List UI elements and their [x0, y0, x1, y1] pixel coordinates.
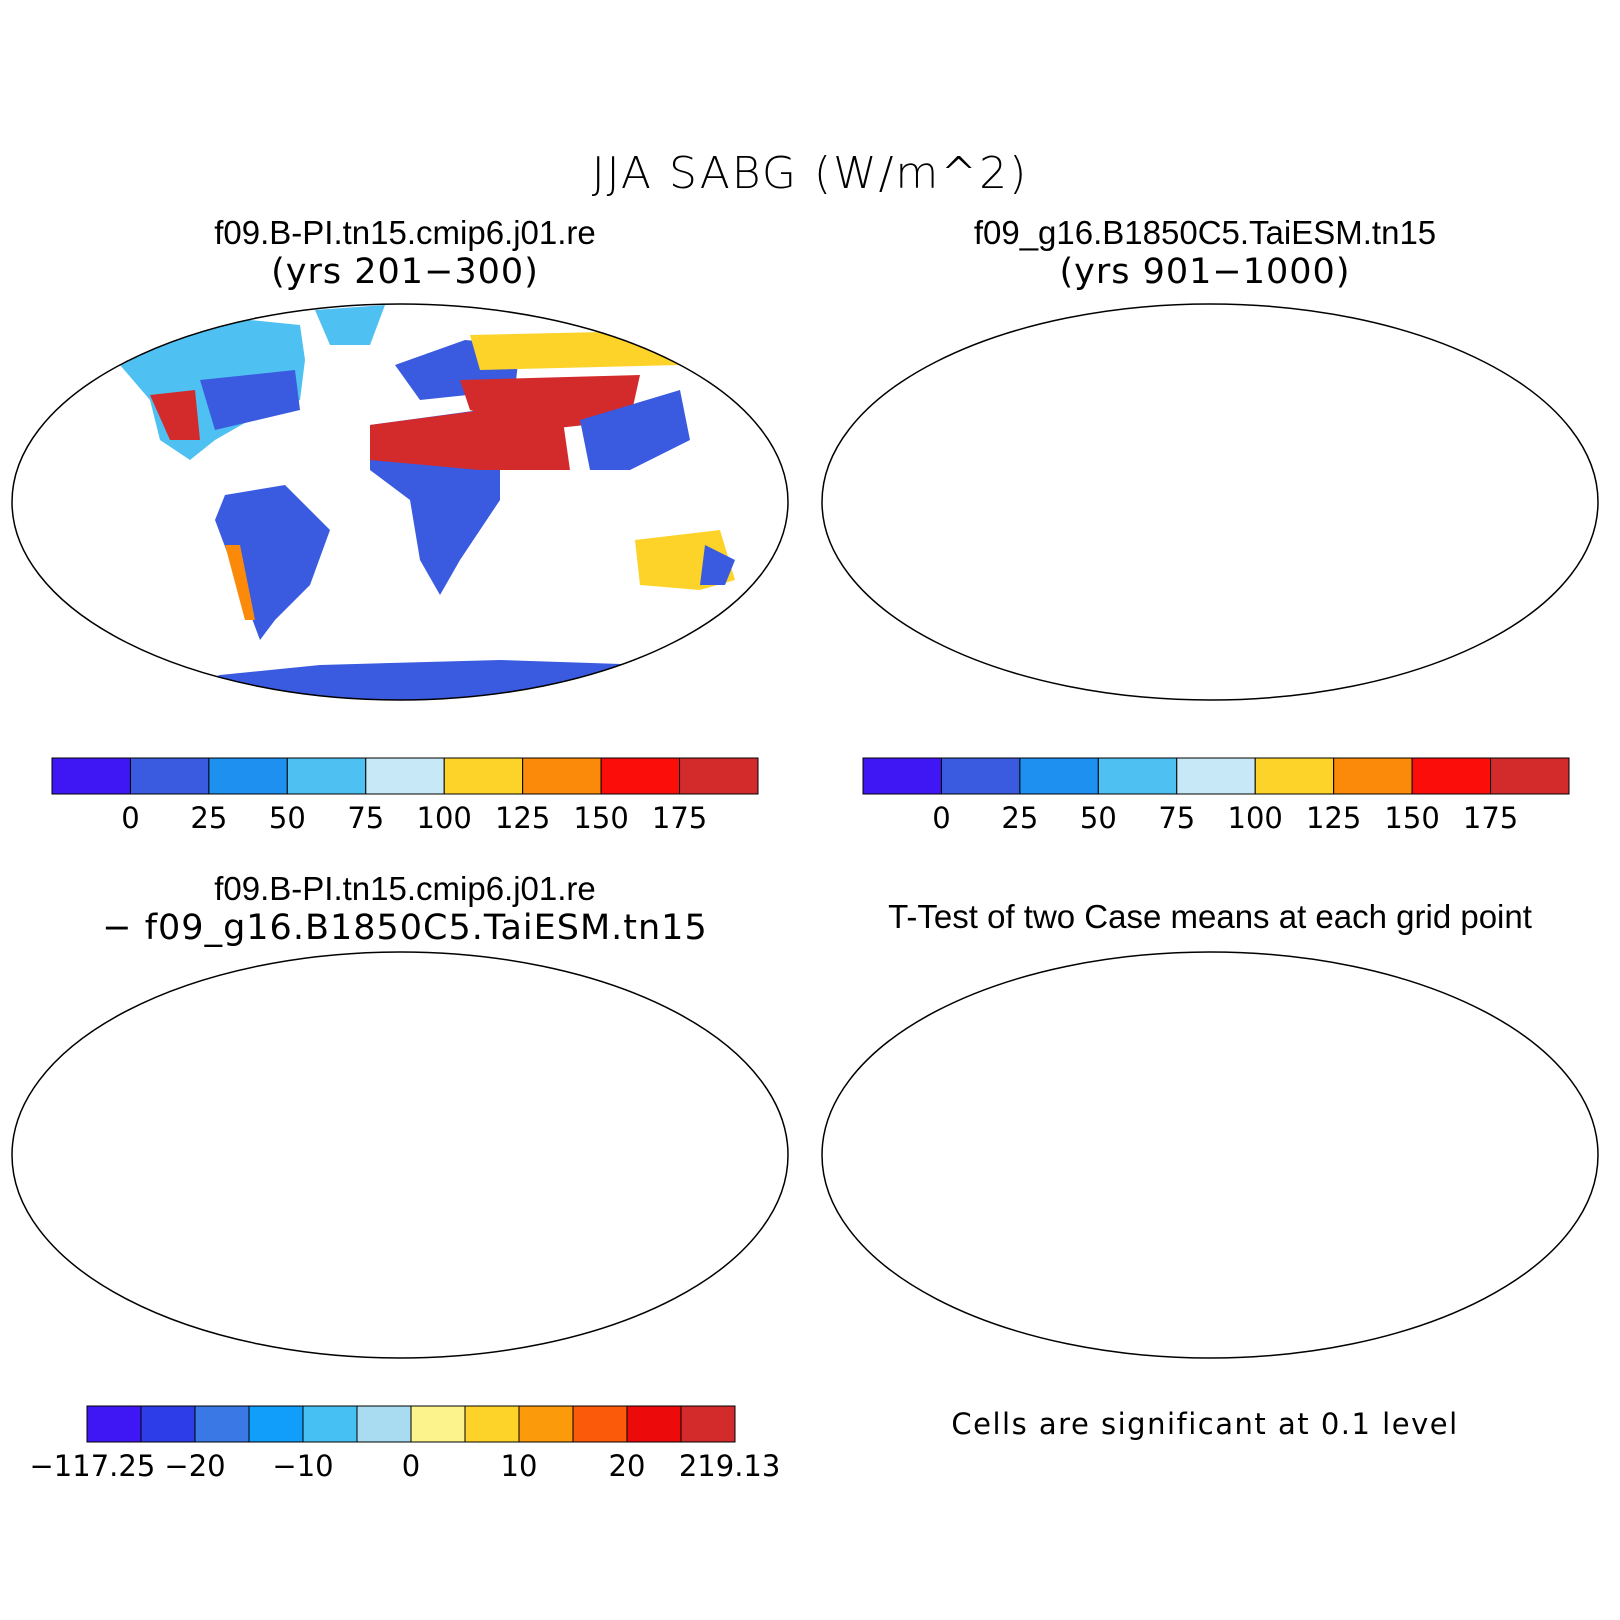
panel-3-subtitle: − f09_g16.B1850C5.TaiESM.tn15 — [102, 908, 708, 948]
map-border-2 — [821, 303, 1599, 701]
colorbar-cell — [129, 757, 210, 795]
colorbar-cell — [1411, 757, 1492, 795]
colorbar-cell — [286, 757, 367, 795]
colorbar-panel-1: 0 25 50 75 100 125 150 175 — [51, 757, 759, 835]
colorbar-tick-label: 150 — [573, 801, 628, 835]
colorbar-tick-label: 75 — [347, 801, 384, 835]
colorbar-cell — [140, 1405, 196, 1443]
colorbar-cell — [600, 757, 681, 795]
panel-4-title: T-Test of two Case means at each grid po… — [888, 898, 1532, 935]
colorbar-tick-label: 125 — [1306, 801, 1361, 835]
colorbar-cell — [464, 1405, 520, 1443]
colorbar-tick-label: −10 — [272, 1449, 333, 1483]
map-border-4 — [821, 951, 1599, 1359]
colorbar-tick-label: 50 — [269, 801, 306, 835]
colorbar-tick-label: 100 — [417, 801, 472, 835]
n-america-east — [200, 370, 300, 430]
greenland — [315, 305, 385, 345]
colorbar-cell — [626, 1405, 682, 1443]
colorbar-tick-label: 75 — [1158, 801, 1195, 835]
colorbar-tick-label: 150 — [1384, 801, 1439, 835]
map-border-3 — [11, 951, 789, 1359]
colorbar-panel-2: 0 25 50 75 100 125 150 175 — [862, 757, 1570, 835]
colorbar-tick-label: 25 — [1001, 801, 1038, 835]
colorbar-cell — [522, 757, 602, 795]
colorbar-diff: −117.25 −20 −10 0 10 20 219.13 — [30, 1405, 780, 1483]
colorbar-cell — [248, 1405, 304, 1443]
colorbar-cell — [410, 1405, 466, 1443]
map-border-1 — [11, 303, 789, 701]
colorbar-cell — [1333, 757, 1413, 795]
colorbar-cell — [1019, 757, 1099, 795]
colorbar-tick-label: 219.13 — [679, 1449, 780, 1483]
colorbar-tick-label: 10 — [501, 1449, 538, 1483]
colorbar-cell — [365, 757, 445, 795]
south-america — [215, 485, 330, 640]
panel-1-title: f09.B-PI.tn15.cmip6.j01.re — [214, 214, 596, 251]
colorbar-cell — [1254, 757, 1335, 795]
colorbar-tick-label: 20 — [609, 1449, 646, 1483]
colorbar-tick-label: 100 — [1228, 801, 1283, 835]
colorbar-cell — [862, 757, 942, 795]
panel-2-subtitle: (yrs 901−1000) — [1059, 252, 1351, 292]
colorbar-tick-label: −117.25 — [30, 1449, 156, 1483]
colorbar-cell — [443, 757, 524, 795]
sa-andes — [225, 545, 255, 620]
map-panel-1 — [120, 305, 735, 700]
panel-1-subtitle: (yrs 201−300) — [271, 252, 539, 292]
colorbar-tick-label: 50 — [1080, 801, 1117, 835]
colorbar-cell — [680, 1405, 736, 1443]
colorbar-cell — [1176, 757, 1256, 795]
colorbar-tick-label: −20 — [164, 1449, 225, 1483]
panel-2-title: f09_g16.B1850C5.TaiESM.tn15 — [973, 214, 1437, 251]
east-asia — [580, 390, 690, 470]
colorbar-cell — [518, 1405, 574, 1443]
figure-title: JJA SABG (W/m^2) — [591, 148, 1029, 199]
colorbar-cell — [194, 1405, 250, 1443]
colorbar-tick-label: 0 — [402, 1449, 420, 1483]
colorbar-cell — [572, 1405, 628, 1443]
colorbar-cell — [356, 1405, 412, 1443]
colorbar-cell — [1097, 757, 1178, 795]
colorbar-tick-label: 175 — [1463, 801, 1518, 835]
colorbar-tick-label: 0 — [121, 801, 139, 835]
significance-footnote: Cells are significant at 0.1 level — [951, 1407, 1459, 1441]
n-america-west-desert — [150, 390, 200, 440]
colorbar-tick-label: 175 — [652, 801, 707, 835]
colorbar-tick-label: 25 — [190, 801, 227, 835]
colorbar-cell — [940, 757, 1021, 795]
colorbar-cell — [86, 1405, 142, 1443]
colorbar-cell — [208, 757, 288, 795]
colorbar-cell — [51, 757, 131, 795]
colorbar-cell — [1490, 757, 1570, 795]
colorbar-tick-label: 0 — [932, 801, 950, 835]
australia-east — [700, 545, 735, 585]
colorbar-tick-label: 125 — [495, 801, 550, 835]
colorbar-cell — [679, 757, 759, 795]
panel-3-title: f09.B-PI.tn15.cmip6.j01.re — [214, 870, 596, 907]
colorbar-cell — [302, 1405, 358, 1443]
